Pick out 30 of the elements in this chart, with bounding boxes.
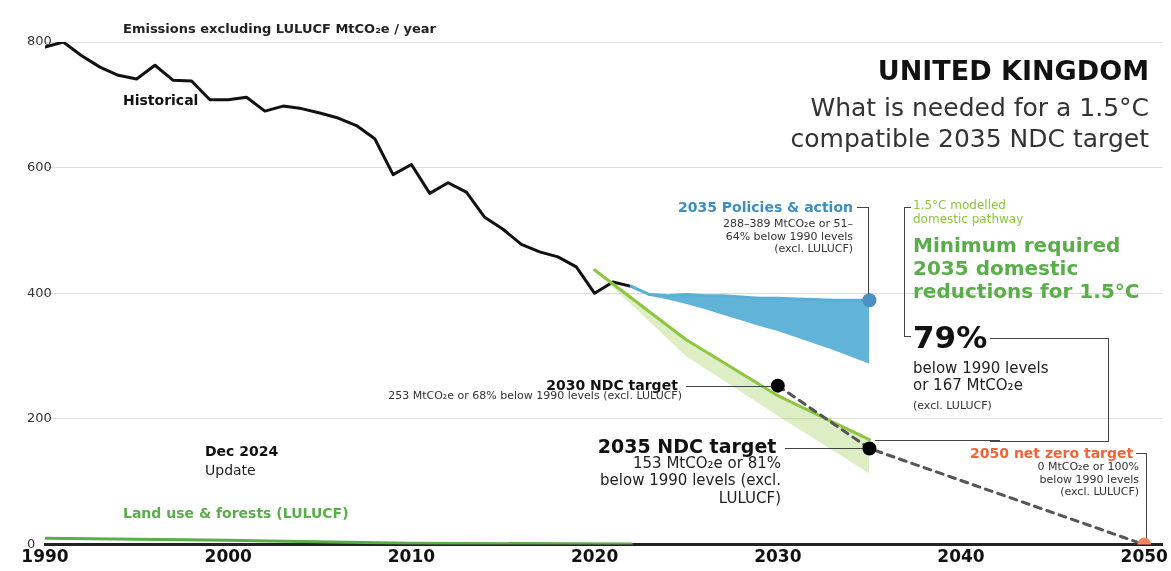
x-tick-label: 2000 (204, 546, 253, 567)
x-tick-label: 2010 (387, 546, 436, 567)
text: 1.5°C modelled domestic pathway (913, 198, 1025, 227)
annotation: Minimum required 2035 domestic reductions for 1.5°C (913, 233, 1141, 303)
annotation: below 1990 levels or 167 MtCO₂e (913, 359, 1050, 395)
series-label: Historical (123, 92, 199, 109)
annotation: Update (205, 462, 256, 479)
y-axis-title: Emissions excluding LULUCF MtCO₂e / year (123, 21, 436, 37)
y-tick-label: 400 (27, 284, 52, 300)
x-tick-label: 2050 (1120, 546, 1169, 567)
y-tick-label: 0 (27, 535, 36, 551)
annotation: 0 MtCO₂e or 100% below 1990 levels (excl. LULUCF) (1036, 460, 1139, 499)
text: UNITED KINGDOM (877, 55, 1149, 87)
annotation: Dec 2024 (205, 443, 279, 460)
text: What is needed for a 1.5°C compatible 2035 NDC target (789, 92, 1149, 155)
text: 2035 Policies & action (677, 199, 853, 216)
annotation: 288–389 MtCO₂e or 51–64% below 1990 levels (excl. LULUCF) (721, 217, 853, 256)
annotation: 2050 net zero target (970, 444, 1134, 461)
y-tick-label: 800 (27, 33, 52, 49)
y-tick-label: 600 (27, 159, 52, 175)
point (862, 441, 877, 456)
point (862, 293, 877, 308)
x-tick-label: 2020 (570, 546, 619, 567)
annotation: 79% (913, 319, 988, 356)
series-label: Land use & forests (LULUCF) (123, 505, 349, 522)
annotation: (excl. LULUCF) (913, 399, 992, 413)
point (770, 378, 785, 393)
x-tick-label: 2030 (754, 546, 802, 567)
y-tick-label: 200 (27, 410, 52, 426)
x-tick-label: 2040 (937, 546, 985, 567)
